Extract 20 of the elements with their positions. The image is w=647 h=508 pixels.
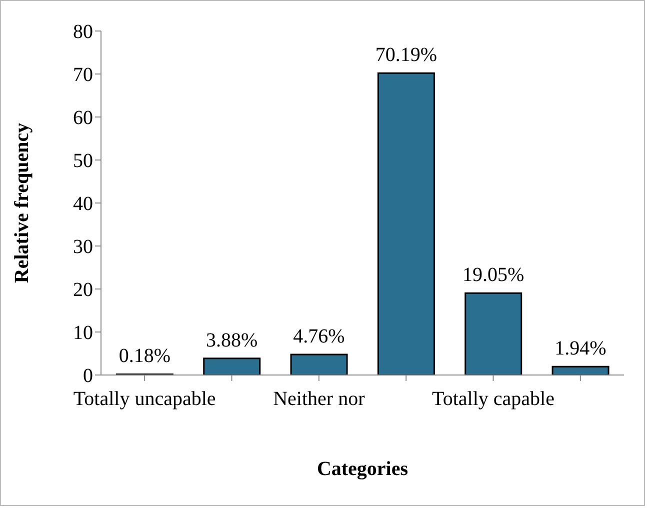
y-tick-label: 20 (73, 279, 93, 302)
data-label: 0.18% (118, 345, 171, 368)
y-axis-title: Relative frequency (11, 122, 34, 284)
y-tick-label: 30 (73, 236, 93, 258)
y-tick-label: 60 (73, 107, 93, 130)
x-axis-title: Categories (316, 458, 408, 480)
data-label: 4.76% (293, 326, 345, 348)
x-tick-label: Totally capable (432, 388, 555, 410)
y-tick-label: 50 (73, 150, 93, 172)
x-tick-label: Totally uncapable (73, 388, 216, 410)
data-label: 1.94% (554, 338, 606, 360)
y-tick-label: 40 (73, 193, 93, 216)
data-label: 70.19% (375, 44, 438, 66)
y-tick-label: 10 (73, 322, 93, 344)
data-label: 19.05% (462, 264, 524, 286)
y-tick-label: 0 (83, 365, 93, 388)
data-label: 3.88% (206, 329, 258, 352)
x-tick-label: Neither nor (273, 388, 366, 410)
y-tick-label: 80 (73, 21, 93, 44)
y-tick-label: 70 (73, 64, 93, 86)
